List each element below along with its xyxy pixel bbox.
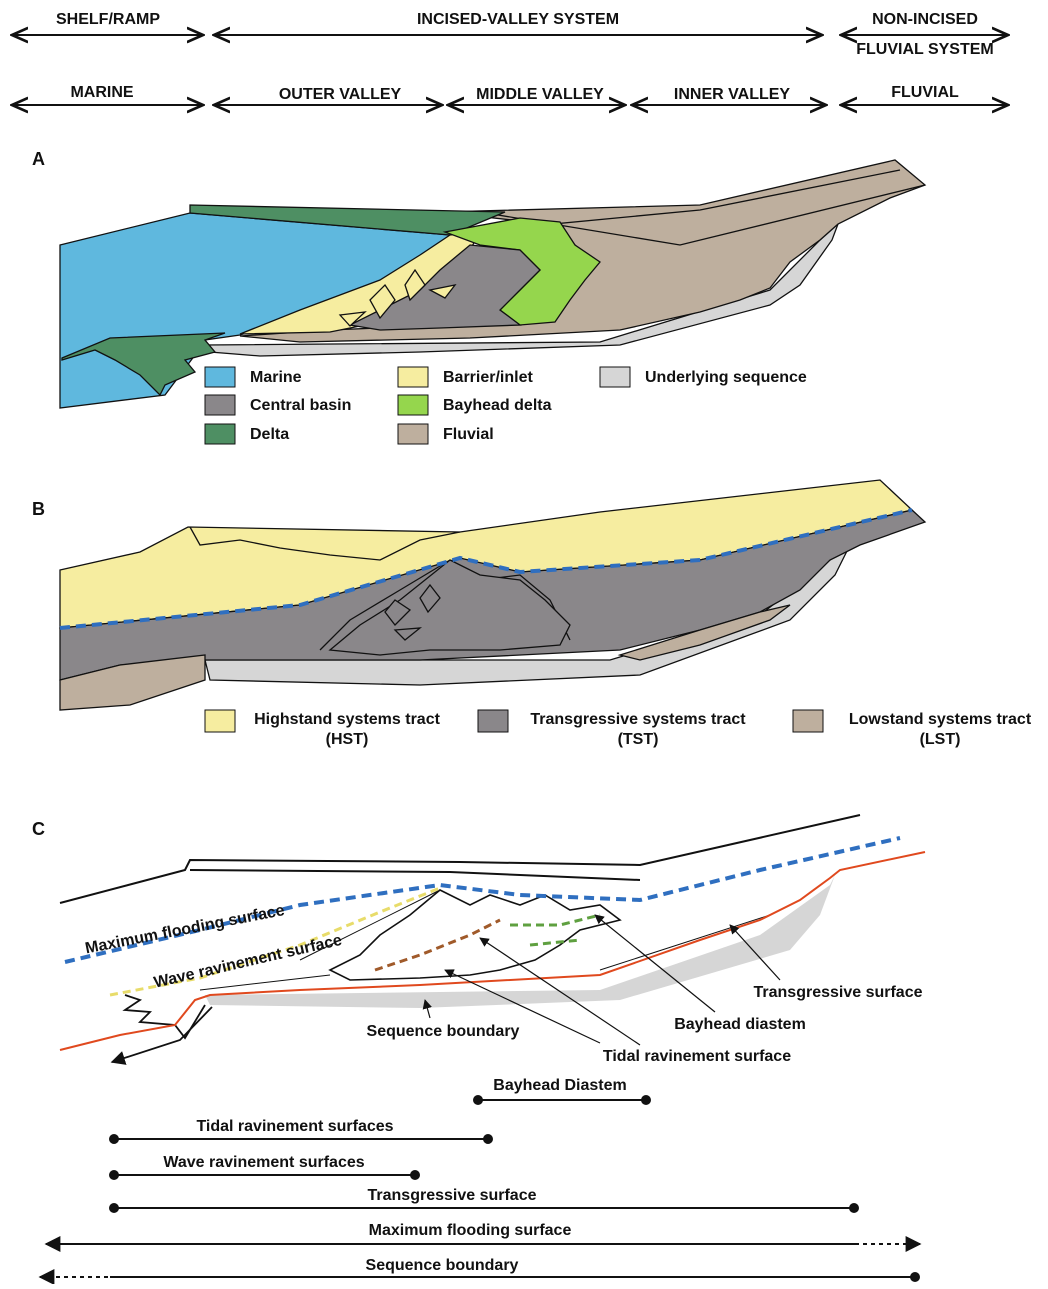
layer-shape: [190, 870, 640, 880]
legend-swatch: [205, 424, 235, 444]
label: Transgressive systems tract: [530, 711, 746, 728]
legend-swatch: [398, 395, 428, 415]
label: Highstand systems tract: [254, 711, 441, 728]
label: Wave ravinement surface: [152, 932, 343, 992]
label: (HST): [326, 731, 369, 748]
range-end: [109, 1170, 119, 1180]
legend-a: Marine Central basin Delta Barrier/inlet…: [205, 367, 807, 444]
legend-swatch: [205, 367, 235, 387]
label: Sequence boundary: [366, 1257, 519, 1274]
label: Wave ravinement surfaces: [163, 1154, 364, 1171]
label: Central basin: [250, 397, 351, 414]
legend-swatch: [398, 367, 428, 387]
label: Delta: [250, 426, 289, 443]
label: (TST): [618, 731, 659, 748]
range-end: [910, 1272, 920, 1282]
legend-swatch: [205, 395, 235, 415]
range-end: [641, 1095, 651, 1105]
label: Tidal ravinement surface: [603, 1048, 791, 1065]
label: FLUVIAL SYSTEM: [856, 41, 994, 58]
range-end: [483, 1134, 493, 1144]
label: Bayhead Diastem: [493, 1077, 626, 1094]
label: SHELF/RAMP: [56, 11, 160, 28]
panel-b: B: [32, 480, 925, 710]
header: SHELF/RAMP INCISED-VALLEY SYSTEM NON-INC…: [12, 11, 1008, 105]
label: INCISED-VALLEY SYSTEM: [417, 11, 619, 28]
legend-swatch: [205, 710, 235, 732]
label: OUTER VALLEY: [279, 86, 402, 103]
range-end: [109, 1134, 119, 1144]
page: {"header":{"zones":["SHELF/RAMP","INCISE…: [0, 0, 1048, 1284]
label: Fluvial: [443, 426, 494, 443]
legend-b: Highstand systems tract (HST) Transgress…: [205, 710, 1032, 748]
diagram: SHELF/RAMP INCISED-VALLEY SYSTEM NON-INC…: [0, 0, 1048, 1284]
label: Tidal ravinement surfaces: [196, 1118, 393, 1135]
label: Marine: [250, 369, 302, 386]
label: Bayhead diastem: [674, 1016, 806, 1033]
label: Lowstand systems tract: [849, 711, 1032, 728]
label: B: [32, 499, 45, 519]
label: NON-INCISED: [872, 11, 978, 28]
range-end: [109, 1203, 119, 1213]
label: C: [32, 819, 45, 839]
range-end: [849, 1203, 859, 1213]
label: Barrier/inlet: [443, 369, 533, 386]
label: A: [32, 149, 45, 169]
label: Sequence boundary: [367, 1023, 520, 1040]
layer-shape: [375, 920, 500, 970]
range-end: [410, 1170, 420, 1180]
layer-shape: [60, 815, 860, 903]
label: Maximum flooding surface: [369, 1222, 572, 1239]
label: Maximum flooding surface: [84, 902, 286, 957]
label: FLUVIAL: [891, 84, 959, 101]
label: INNER VALLEY: [674, 86, 790, 103]
legend-swatch: [398, 424, 428, 444]
label: Bayhead delta: [443, 397, 552, 414]
label: Transgressive surface: [368, 1187, 537, 1204]
layer-shape: [330, 890, 620, 980]
label: (LST): [920, 731, 961, 748]
label: MARINE: [70, 84, 133, 101]
label: MIDDLE VALLEY: [476, 86, 604, 103]
label: Transgressive surface: [754, 984, 923, 1001]
label: Underlying sequence: [645, 369, 807, 386]
legend-swatch: [793, 710, 823, 732]
ranges: Bayhead Diastem Tidal ravinement surface…: [40, 1077, 920, 1282]
legend-swatch: [478, 710, 508, 732]
layer-shape: [510, 915, 600, 945]
panel-c: C Maximum flooding surface Wave ravineme…: [32, 815, 925, 1065]
legend-swatch: [600, 367, 630, 387]
range-end: [473, 1095, 483, 1105]
